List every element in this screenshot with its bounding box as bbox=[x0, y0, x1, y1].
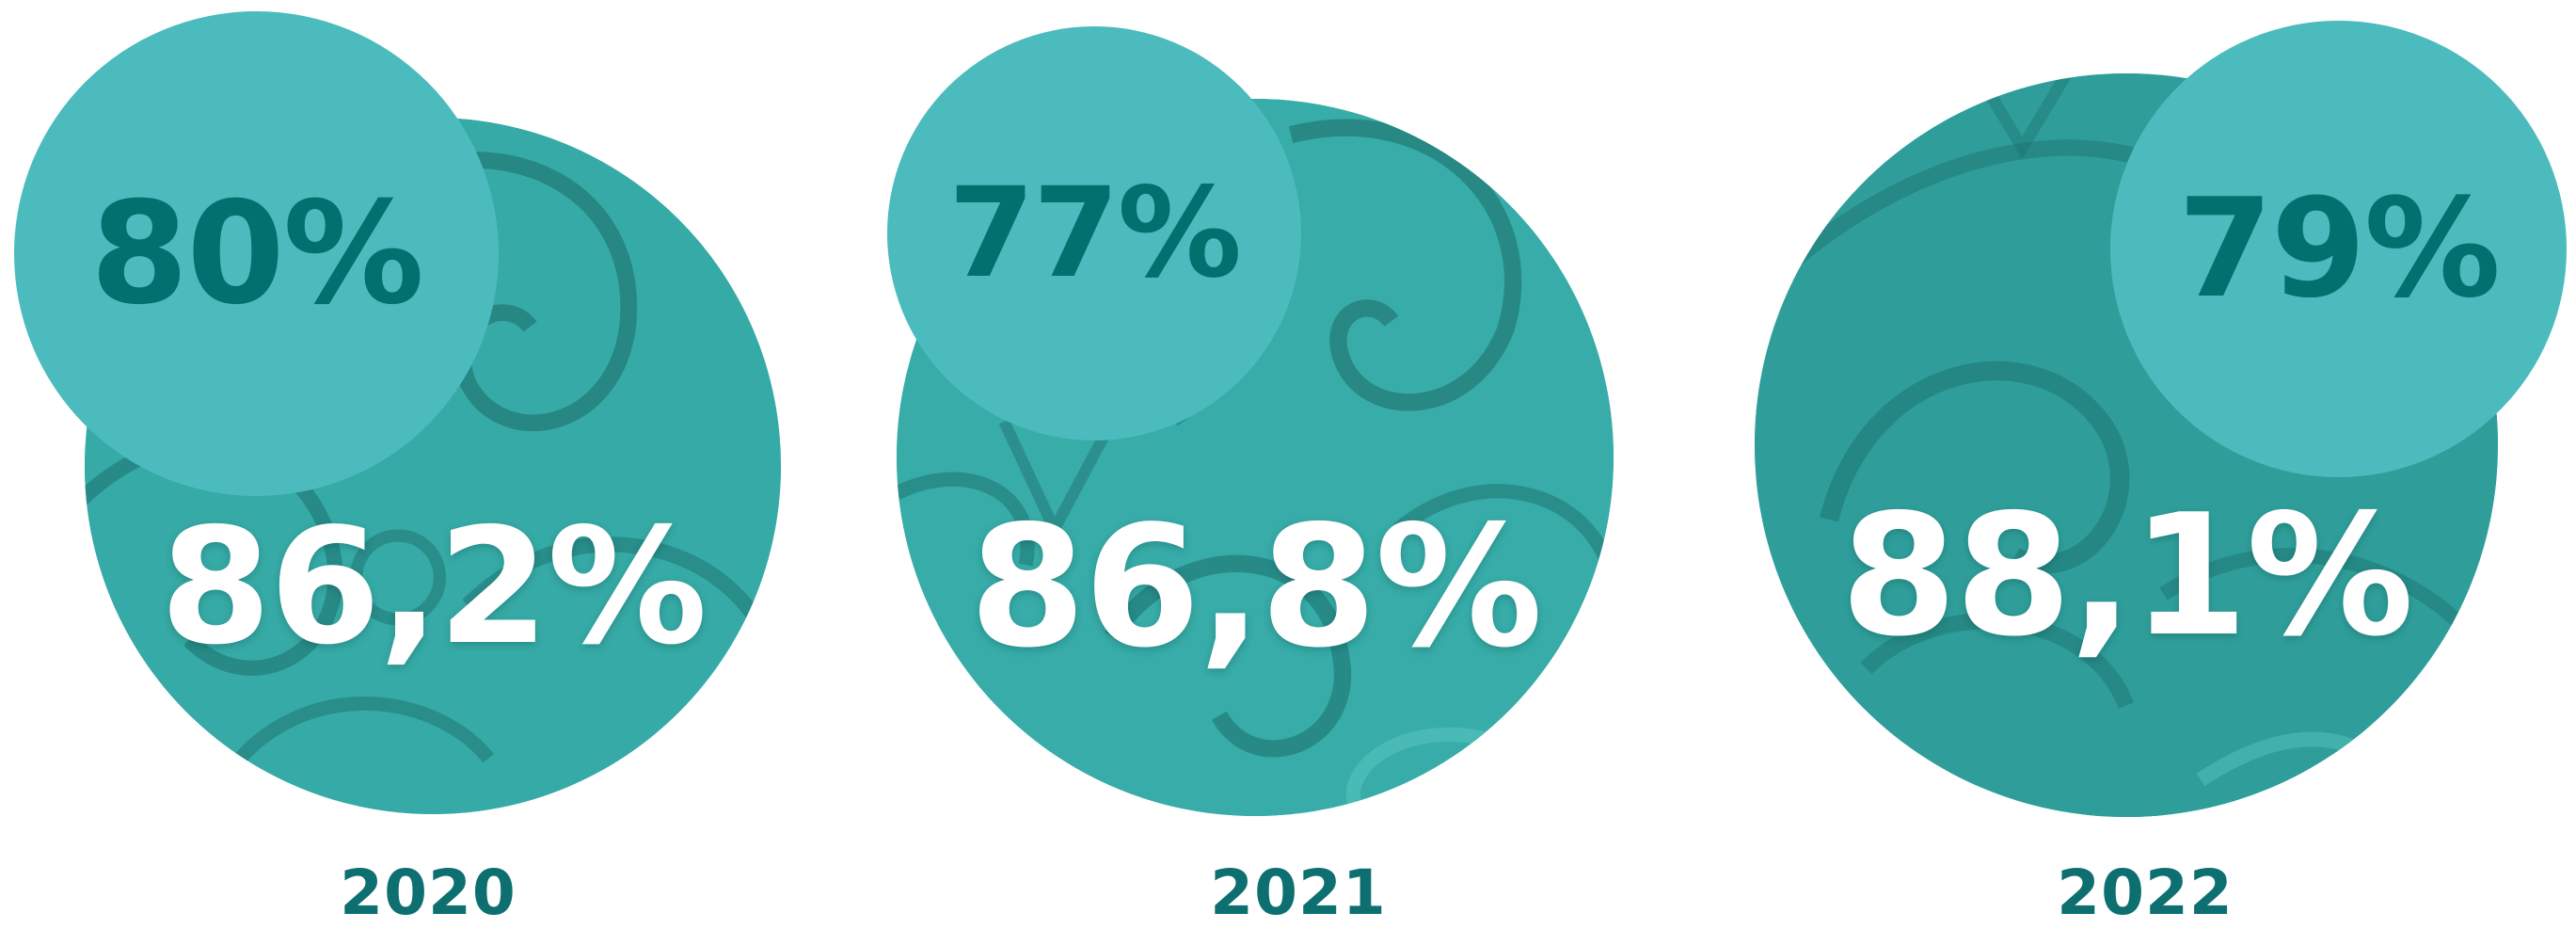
stat-2021-compare-circle: 77% bbox=[887, 26, 1301, 440]
stat-2022-compare-value: 79% bbox=[2177, 169, 2501, 328]
stat-2020-main-value: 86,2% bbox=[160, 494, 708, 681]
stat-2022-compare-circle: 79% bbox=[2110, 21, 2567, 477]
stat-2020-year: 2020 bbox=[340, 857, 517, 929]
stat-2020-compare-circle: 80% bbox=[14, 11, 499, 496]
stat-2021-compare-value: 77% bbox=[948, 161, 1242, 306]
stat-2022-main-value: 88,1% bbox=[1840, 478, 2414, 673]
stat-2021-year: 2021 bbox=[1210, 857, 1387, 929]
stat-2022-year: 2022 bbox=[2057, 857, 2234, 929]
stat-2021-main-value: 86,8% bbox=[969, 489, 1543, 684]
stat-2020-compare-value: 80% bbox=[89, 171, 424, 336]
